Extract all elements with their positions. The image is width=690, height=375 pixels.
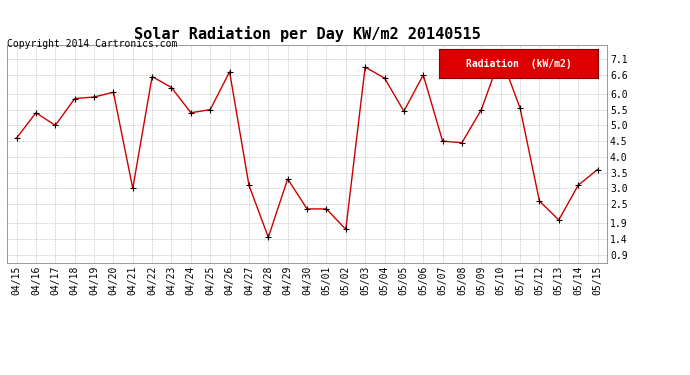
Text: Copyright 2014 Cartronics.com: Copyright 2014 Cartronics.com [7, 39, 177, 50]
Title: Solar Radiation per Day KW/m2 20140515: Solar Radiation per Day KW/m2 20140515 [134, 27, 480, 42]
